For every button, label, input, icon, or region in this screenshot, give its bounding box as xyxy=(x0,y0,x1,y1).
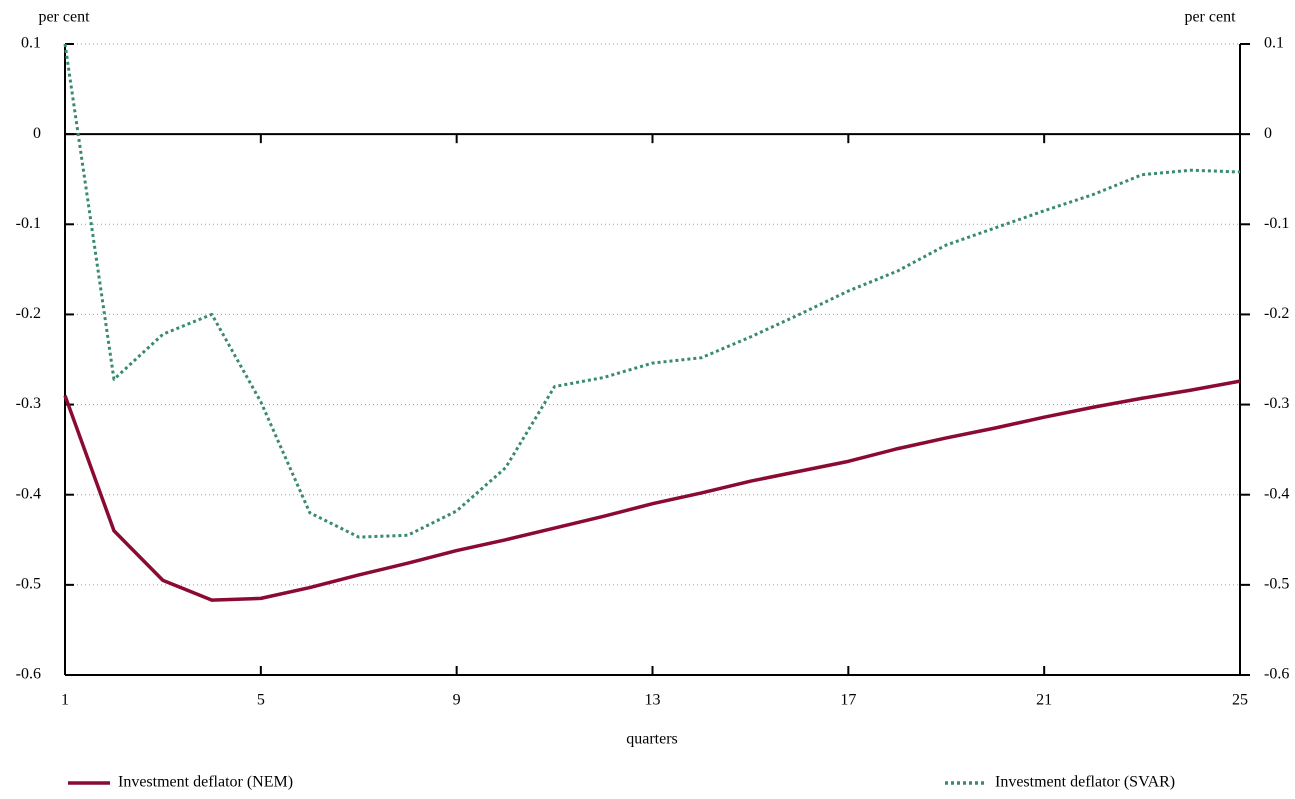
series-line xyxy=(63,43,1241,539)
x-tick-label: 13 xyxy=(645,692,661,709)
y2-tick-label: 0 xyxy=(1264,125,1272,142)
y2-tick-label: -0.5 xyxy=(1264,576,1289,593)
legend-label: Investment deflator (SVAR) xyxy=(995,774,1175,791)
x-tick-label: 21 xyxy=(1036,692,1052,709)
y-tick-label: -0.2 xyxy=(16,305,41,322)
legend-label: Investment deflator (NEM) xyxy=(118,774,293,791)
x-tick-label: 17 xyxy=(840,692,856,709)
y-tick-label: -0.1 xyxy=(16,215,41,232)
x-tick-label: 9 xyxy=(453,692,461,709)
series-line xyxy=(63,379,1241,602)
y-tick-label: -0.4 xyxy=(16,485,41,502)
x-tick-label: 25 xyxy=(1232,692,1248,709)
y2-tick-label: -0.2 xyxy=(1264,305,1289,322)
y2-tick-label: -0.1 xyxy=(1264,215,1289,232)
y2-axis-unit: per cent xyxy=(1184,9,1236,26)
x-tick-label: 5 xyxy=(257,692,265,709)
y2-tick-label: -0.6 xyxy=(1264,666,1289,683)
y-tick-label: -0.5 xyxy=(16,576,41,593)
x-tick-label: 1 xyxy=(61,692,69,709)
y-tick-label: 0 xyxy=(33,125,41,142)
y2-tick-label: -0.4 xyxy=(1264,485,1289,502)
y2-tick-label: -0.3 xyxy=(1264,395,1289,412)
y-tick-label: 0.1 xyxy=(21,35,41,52)
y-tick-label: -0.6 xyxy=(16,666,41,683)
y-axis-unit: per cent xyxy=(38,9,90,26)
y-tick-label: -0.3 xyxy=(16,395,41,412)
x-axis-label: quarters xyxy=(626,731,678,748)
y2-tick-label: 0.1 xyxy=(1264,35,1284,52)
